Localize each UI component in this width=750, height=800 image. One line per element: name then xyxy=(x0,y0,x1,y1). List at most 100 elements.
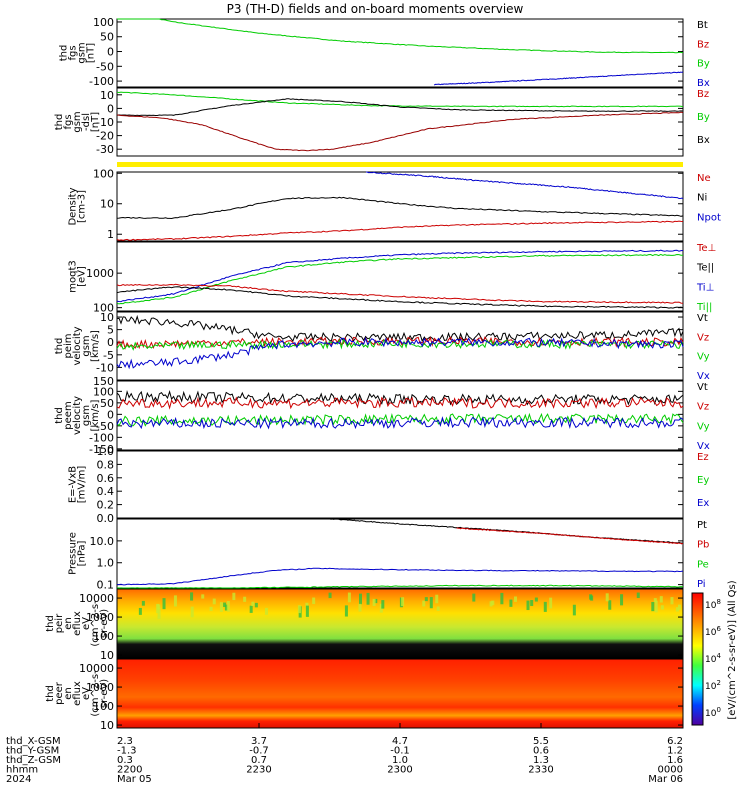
y-tick-label: 50 xyxy=(100,397,114,410)
spectrogram-pixel xyxy=(157,604,161,610)
panel-frame xyxy=(116,380,684,451)
y-axis-label: en xyxy=(63,617,74,630)
y-axis-label: velocity xyxy=(72,396,83,435)
panel-frame xyxy=(116,450,684,519)
series-line-Pb xyxy=(456,527,683,545)
panel-frame xyxy=(116,588,684,659)
spectrogram-pixel xyxy=(372,598,376,606)
spectrogram-pixel xyxy=(344,605,348,617)
spectrogram-pixel xyxy=(243,596,247,602)
y-axis-label: [eV] xyxy=(77,266,88,287)
y-axis-label: velocity xyxy=(72,326,83,365)
colorbar-tick-label: 102 xyxy=(705,679,721,692)
y-tick-label: 10 xyxy=(100,311,114,324)
legend-entry: By xyxy=(697,59,710,70)
x-row-value: 2230 xyxy=(246,765,271,776)
spectrogram-pixel xyxy=(374,598,378,604)
colorbar-label: [eV/(cm^2-s-sr-eV)] (All Qs) xyxy=(727,580,738,719)
spectrogram-pixel xyxy=(223,602,227,607)
spectrogram-pixel xyxy=(500,592,504,605)
x-row-value: -0.1 xyxy=(390,746,410,757)
y-axis-label: fgs xyxy=(63,114,74,129)
spectrogram-pixel xyxy=(209,606,213,612)
legend-entry: Vx xyxy=(697,371,710,382)
y-tick-label: 10 xyxy=(100,198,114,211)
y-tick-label: 1.0 xyxy=(97,557,115,570)
spectrogram-pixel xyxy=(347,592,351,603)
panel-efield: 1.00.80.60.40.20.0 E=-VxB[mV/m] Ez Ey Ex xyxy=(68,445,710,525)
spectrogram-pixel xyxy=(212,598,216,605)
y-tick-label: 0.2 xyxy=(97,499,115,512)
spectrogram-pixel xyxy=(636,592,640,598)
panels: 100500-50-100thdfgsgsm[nT]BtBzByBx100-10… xyxy=(45,16,721,732)
y-tick-label: 10.0 xyxy=(90,535,115,548)
series-line-Ti⊥ xyxy=(116,249,684,303)
y-tick-label: 150 xyxy=(93,375,114,388)
y-axis-label: thd xyxy=(45,615,56,632)
panel-peir-spec: 10000 1000 100 10 thdpeirenefluxeV(cm^2-s-sr… xyxy=(45,588,684,662)
spectrogram-pixel xyxy=(328,592,332,599)
spectrogram-pixel xyxy=(162,598,166,610)
spectrogram-pixel xyxy=(620,594,624,606)
x-row-label: hhmm xyxy=(6,765,38,776)
legend-entry: Vt xyxy=(697,313,708,324)
y-tick-label: 0 xyxy=(107,336,114,349)
spectrogram-pixel xyxy=(590,595,594,601)
y-tick-label: 50 xyxy=(100,31,114,44)
y-tick-label: 1000 xyxy=(86,611,114,624)
spectrogram-pixel xyxy=(678,604,682,610)
colorbar-tick-label: 108 xyxy=(705,598,721,611)
spectrogram-pixel xyxy=(670,597,674,605)
spectrogram-pixel xyxy=(358,593,362,605)
colorbar-scale xyxy=(691,592,704,726)
y-tick-label: 0 xyxy=(107,408,114,421)
x-row-label: thd_Y-GSM xyxy=(6,746,59,757)
spectrogram-pixel xyxy=(435,594,439,604)
series-line-Bx xyxy=(116,98,684,117)
y-tick-label: 1 xyxy=(107,228,114,241)
legend-entry: Vz xyxy=(697,332,709,343)
spectrogram-pixel xyxy=(190,606,194,618)
y-tick-label: 100 xyxy=(93,302,114,315)
spectrogram-pixel xyxy=(608,600,612,610)
legend-entry: Vy xyxy=(697,352,710,363)
spectrogram-pixel xyxy=(549,597,553,609)
x-row-value: 2300 xyxy=(387,765,412,776)
series-line-Pi xyxy=(117,567,684,586)
y-tick-label: -50 xyxy=(96,60,114,73)
series-line-Bz xyxy=(116,111,684,152)
spectrogram-pixel xyxy=(436,606,440,611)
x-row-value: 6.2 xyxy=(667,736,683,747)
x-row-value: 2330 xyxy=(528,765,553,776)
legend-entry: Pt xyxy=(697,520,707,531)
legend-entry: By xyxy=(697,112,710,123)
x-row-value: Mar 05 xyxy=(117,774,152,785)
y-tick-label: 100 xyxy=(93,630,114,643)
x-row-value: 5.5 xyxy=(533,736,549,747)
legend-entry: Ex xyxy=(697,498,709,509)
spectrogram-pixel xyxy=(605,593,609,602)
y-tick-label: -100 xyxy=(89,431,114,444)
spectrogram-pixel xyxy=(675,607,679,612)
series-line-Vt xyxy=(116,389,684,406)
x-row-value: 1.2 xyxy=(667,746,683,757)
panel-frame xyxy=(116,241,684,312)
spectrogram-pixel xyxy=(659,596,663,603)
spectrogram-pixel xyxy=(472,593,476,602)
legend-entry: Pe xyxy=(697,559,709,570)
y-tick-label: 1000 xyxy=(86,681,114,694)
y-axis-label: eV xyxy=(81,617,92,630)
y-axis-label: thd xyxy=(54,114,65,131)
y-axis-label: peir xyxy=(54,613,65,633)
spectrogram-pixel xyxy=(297,605,301,614)
spectrogram-pixel xyxy=(312,597,316,605)
spectrogram-pixel xyxy=(141,600,145,606)
legend-entry: Bt xyxy=(697,20,708,31)
y-axis-label: thd xyxy=(59,45,70,62)
panel-frame xyxy=(116,87,684,157)
series-line-Ne xyxy=(116,220,684,241)
spectrogram-pixel xyxy=(654,600,658,613)
y-tick-label: -50 xyxy=(96,420,114,433)
